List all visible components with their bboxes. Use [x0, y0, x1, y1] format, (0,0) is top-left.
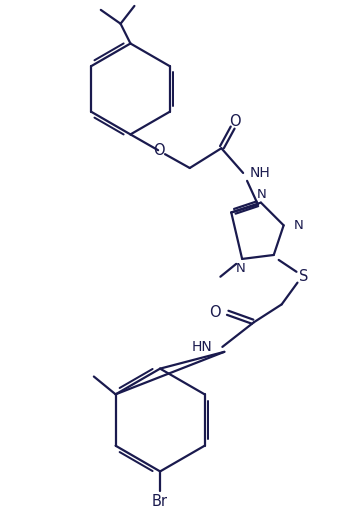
Text: NH: NH [250, 166, 271, 180]
Text: N: N [257, 188, 267, 201]
Text: O: O [209, 305, 220, 320]
Text: O: O [153, 143, 165, 158]
Text: N: N [235, 262, 245, 275]
Text: HN: HN [192, 340, 213, 354]
Text: S: S [299, 269, 308, 284]
Text: N: N [294, 219, 303, 232]
Text: Br: Br [152, 494, 168, 508]
Text: O: O [229, 114, 241, 129]
